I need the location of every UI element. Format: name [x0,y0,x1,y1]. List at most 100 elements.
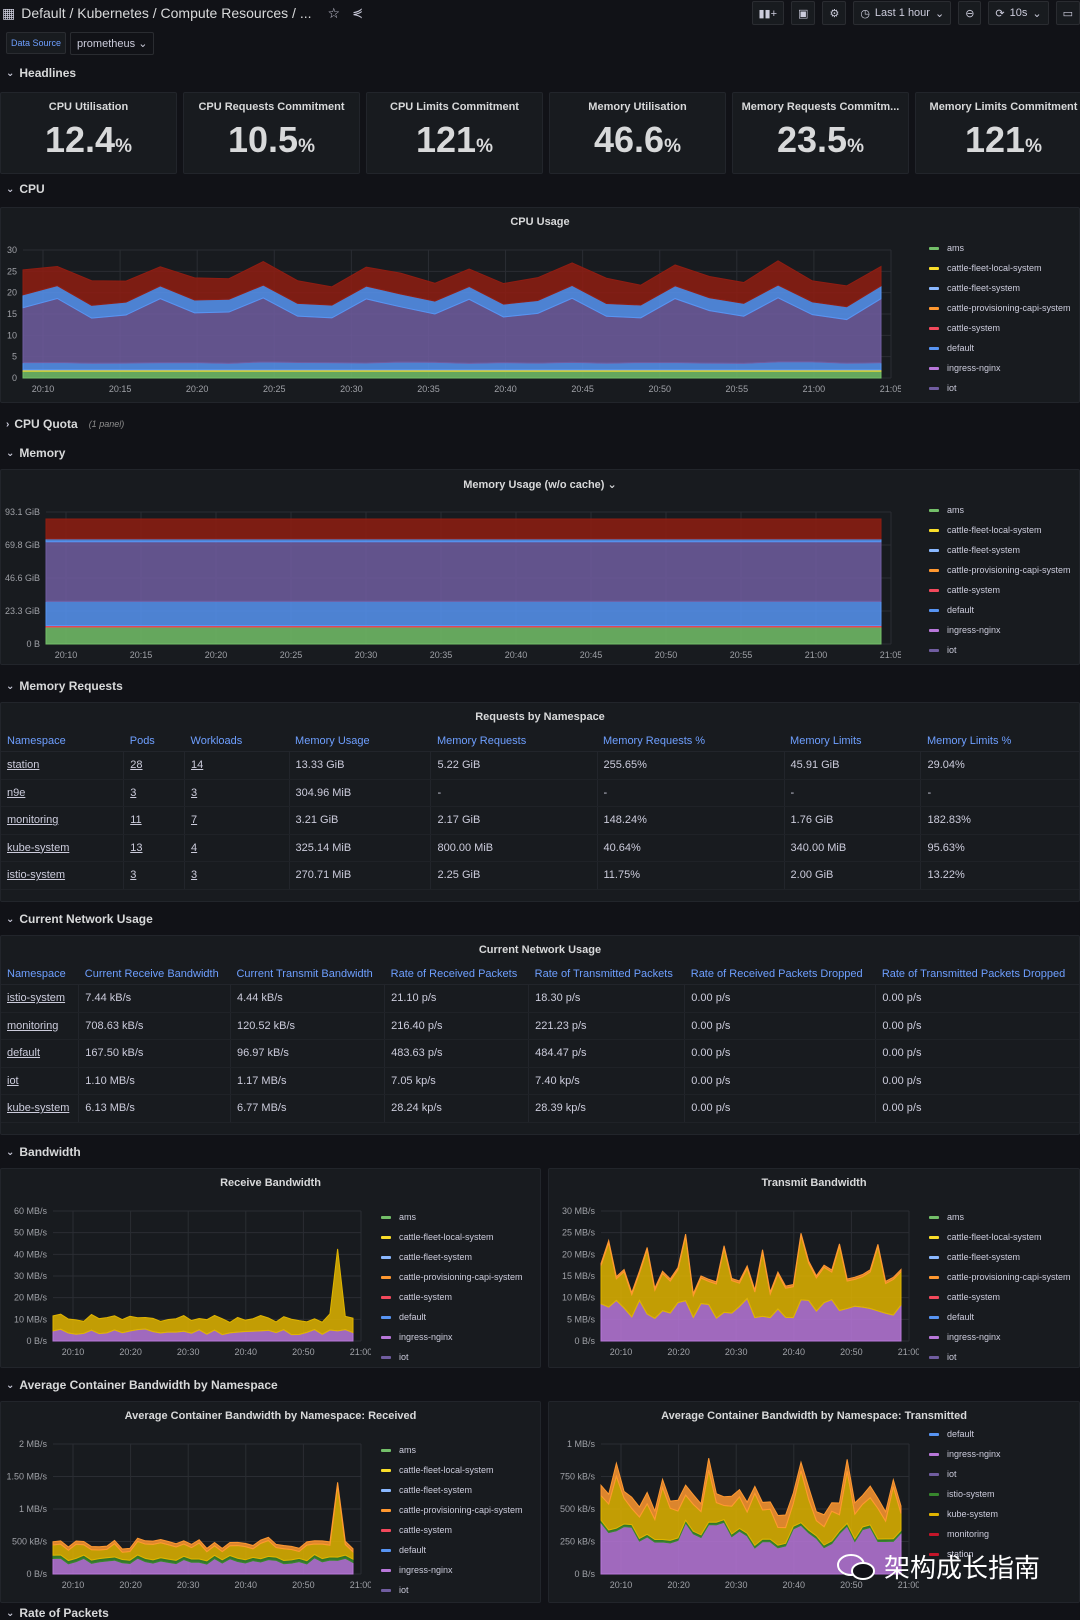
time-range-picker[interactable]: ◷ Last 1 hour ⌄ [853,1,952,25]
legend-item[interactable]: kube-system [929,1504,1001,1524]
legend-item[interactable]: iot [929,1464,1001,1484]
legend-item[interactable]: cattle-system [929,318,1071,338]
panel-title[interactable]: Average Container Bandwidth by Namespace… [661,1410,967,1422]
panel-title[interactable]: Requests by Namespace [475,711,605,723]
legend-item[interactable]: cattle-provisioning-capi-system [929,1267,1071,1287]
tv-mode-button[interactable]: ▭ [1055,1,1080,25]
panel-title[interactable]: CPU Usage [510,216,570,228]
column-header[interactable]: Memory Limits [784,731,921,752]
row-bandwidth[interactable]: ⌄ Bandwidth [6,1145,81,1159]
namespace-link[interactable]: kube-system [1,1094,80,1123]
legend-item[interactable]: iot [381,1347,523,1367]
legend-item[interactable]: cattle-system [929,580,1071,600]
legend-item[interactable]: cattle-fleet-local-system [381,1460,523,1480]
panel-title[interactable]: CPU Limits Commitment [390,101,519,113]
add-panel-button[interactable]: ▮▮+ [751,1,785,25]
legend-item[interactable]: cattle-fleet-system [381,1480,523,1500]
panel-title[interactable]: Memory Limits Commitment [929,101,1078,113]
legend-item[interactable]: ingress-nginx [381,1560,523,1580]
legend-item[interactable]: cattle-system [929,1287,1071,1307]
panel-title[interactable]: Memory Requests Commitm... [741,101,900,113]
namespace-link[interactable]: station [1,751,125,780]
legend-item[interactable]: monitoring [929,1524,1001,1544]
legend-item[interactable]: cattle-provisioning-capi-system [381,1267,523,1287]
column-header[interactable]: Rate of Received Packets [384,964,529,985]
column-header[interactable]: Rate of Transmitted Packets Dropped [875,964,1079,985]
table-cell[interactable]: 7 [184,806,290,835]
legend-item[interactable]: default [929,1307,1071,1327]
legend-item[interactable]: cattle-fleet-local-system [929,258,1071,278]
panel-title[interactable]: Memory Usage (w/o cache) ⌄ [1,470,1079,491]
column-header[interactable]: Namespace [1,964,79,985]
namespace-link[interactable]: iot [1,1067,80,1095]
settings-button[interactable]: ⚙ [822,1,847,25]
share-icon[interactable]: ⋞ [352,5,363,20]
legend-item[interactable]: iot [929,1347,1071,1367]
panel-title[interactable]: Memory Utilisation [588,101,687,113]
legend-item[interactable]: iot [929,640,1071,660]
column-header[interactable]: Rate of Received Packets Dropped [684,964,876,985]
legend-item[interactable]: ams [929,238,1071,258]
legend-item[interactable]: cattle-fleet-system [381,1247,523,1267]
column-header[interactable]: Namespace [1,731,124,752]
legend-item[interactable]: cattle-fleet-system [929,278,1071,298]
legend-item[interactable]: ams [381,1440,523,1460]
column-header[interactable]: Pods [123,731,185,752]
table-cell[interactable]: 3 [184,861,290,890]
panel-title[interactable]: CPU Requests Commitment [198,101,345,113]
legend-item[interactable]: istio-system [929,1484,1001,1504]
row-cpu-quota[interactable]: › CPU Quota (1 panel) [6,417,124,431]
legend-item[interactable]: ams [929,1207,1071,1227]
panel-title[interactable]: Receive Bandwidth [220,1177,321,1189]
legend-item[interactable]: cattle-provisioning-capi-system [929,298,1071,318]
table-cell[interactable]: 3 [123,779,186,807]
table-cell[interactable]: 11 [123,806,186,835]
row-cpu[interactable]: ⌄ CPU [6,182,45,196]
legend-item[interactable]: default [929,600,1071,620]
column-header[interactable]: Memory Limits % [920,731,1079,752]
legend-item[interactable]: station [929,1544,1001,1564]
column-header[interactable]: Memory Requests % [597,731,785,752]
legend-item[interactable]: default [929,338,1071,358]
column-header[interactable]: Rate of Transmitted Packets [528,964,685,985]
legend-item[interactable]: cattle-fleet-local-system [929,520,1071,540]
save-dashboard-button[interactable]: ▣ [791,1,816,25]
table-cell[interactable]: 3 [184,779,290,807]
panel-title[interactable]: Current Network Usage [478,944,602,956]
row-memory[interactable]: ⌄ Memory [6,446,65,460]
legend-item[interactable]: default [381,1307,523,1327]
namespace-link[interactable]: n9e [1,779,125,807]
namespace-link[interactable]: monitoring [1,806,125,835]
legend-item[interactable]: iot [381,1580,523,1600]
data-source-select[interactable]: prometheus ⌄ [70,31,155,55]
namespace-link[interactable]: default [1,1039,80,1068]
legend-item[interactable]: cattle-provisioning-capi-system [381,1500,523,1520]
namespace-link[interactable]: kube-system [1,834,125,862]
legend-item[interactable]: ingress-nginx [929,358,1071,378]
zoom-out-button[interactable]: ⊖ [958,1,982,25]
panel-title[interactable]: Transmit Bandwidth [761,1177,867,1189]
legend-item[interactable]: iot [929,378,1071,398]
legend-item[interactable]: cattle-fleet-local-system [381,1227,523,1247]
panel-title[interactable]: Average Container Bandwidth by Namespace… [124,1410,417,1422]
table-cell[interactable]: 14 [184,751,290,780]
column-header[interactable]: Current Transmit Bandwidth [230,964,385,985]
table-cell[interactable]: 13 [123,834,186,862]
legend-item[interactable]: ams [381,1207,523,1227]
column-header[interactable]: Memory Usage [289,731,431,752]
row-rate-packets[interactable]: ⌄ Rate of Packets [6,1606,109,1620]
dashboards-grid-icon[interactable]: ▦ [2,4,16,21]
refresh-picker[interactable]: ⟳ 10s ⌄ [988,1,1049,25]
legend-item[interactable]: ingress-nginx [929,1444,1001,1464]
legend-item[interactable]: default [929,1424,1001,1444]
legend-item[interactable]: ingress-nginx [381,1327,523,1347]
legend-item[interactable]: cattle-fleet-local-system [929,1227,1071,1247]
legend-item[interactable]: ingress-nginx [929,620,1071,640]
legend-item[interactable]: default [381,1540,523,1560]
legend-item[interactable]: cattle-provisioning-capi-system [929,560,1071,580]
row-network[interactable]: ⌄ Current Network Usage [6,912,153,926]
namespace-link[interactable]: istio-system [1,984,80,1013]
namespace-link[interactable]: istio-system [1,861,125,890]
breadcrumb[interactable]: Default / Kubernetes / Compute Resources… [21,5,312,21]
table-cell[interactable]: 3 [123,861,186,890]
